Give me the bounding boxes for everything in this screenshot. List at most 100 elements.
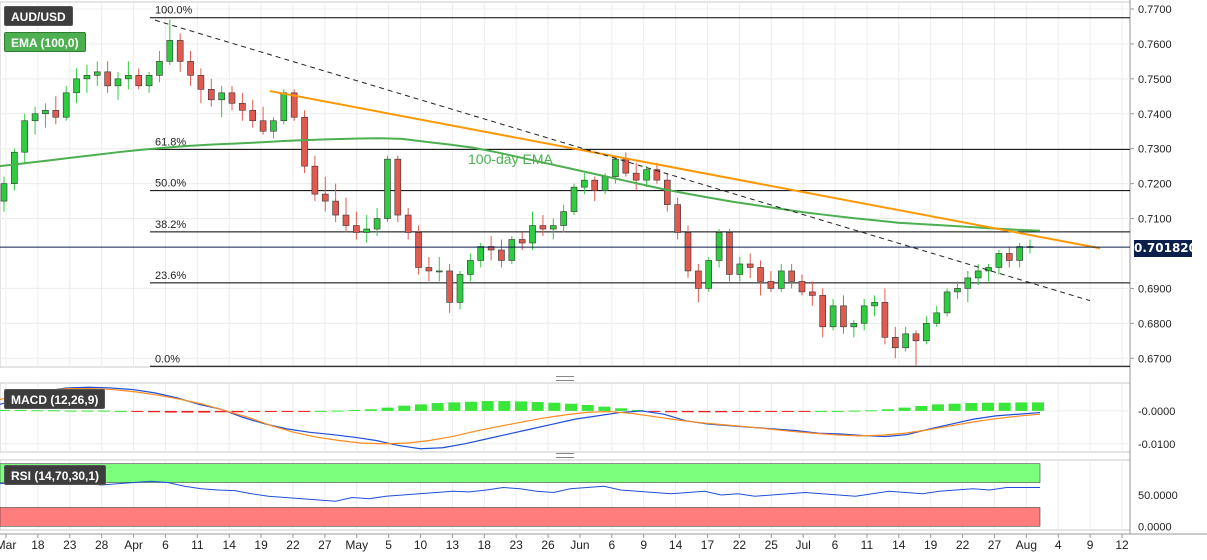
bull-candle: [467, 260, 474, 275]
x-tick-label: Aug: [1016, 538, 1037, 552]
x-tick-label: 22: [733, 538, 747, 552]
x-tick-label: 6: [162, 538, 169, 552]
macd-hist-positive: [848, 410, 861, 412]
ema-badge[interactable]: EMA (100,0): [4, 32, 86, 52]
bull-candle: [850, 323, 858, 328]
x-tick-label: 5: [385, 538, 392, 552]
bear-candle: [259, 120, 267, 132]
bear-candle: [539, 225, 547, 230]
bear-candle: [746, 263, 754, 268]
macd-hist-positive: [98, 410, 111, 412]
bull-candle: [145, 75, 153, 87]
rsi-oversold-zone: [0, 507, 1041, 527]
rsi-pane-resize-handle[interactable]: [556, 453, 574, 458]
macd-hist-positive: [948, 403, 961, 411]
bull-candle: [964, 277, 972, 289]
macd-hist-positive: [831, 410, 844, 412]
bear-candle: [788, 270, 795, 282]
macd-hist-negative: [164, 410, 177, 413]
bear-candle: [819, 295, 827, 328]
x-tick-label: 6: [608, 538, 615, 552]
bull-candle: [715, 232, 723, 261]
y-tick-label: 0.7400: [1138, 109, 1172, 121]
bull-candle: [280, 92, 288, 122]
macd-hist-negative: [681, 410, 694, 413]
x-tick-label: 27: [988, 538, 1002, 552]
bear-candle: [290, 92, 298, 118]
fib-level-label: 61.8%: [155, 136, 186, 148]
macd-hist-positive: [915, 406, 928, 411]
symbol-badge[interactable]: AUD/USD: [4, 6, 73, 26]
bear-candle: [187, 61, 194, 76]
macd-badge[interactable]: MACD (12,26,9): [4, 389, 106, 409]
x-tick-label: 26: [541, 538, 555, 552]
macd-hist-positive: [398, 405, 411, 411]
x-tick-label: 18: [478, 538, 492, 552]
fib-level-label: 0.0%: [155, 353, 180, 365]
bull-candle: [166, 40, 174, 62]
rsi-y-tick-label: 50.0000: [1138, 490, 1178, 502]
bear-candle: [632, 172, 640, 181]
macd-hist-positive: [998, 402, 1011, 411]
macd-hist-negative: [181, 410, 194, 413]
bull-candle: [529, 225, 536, 244]
bear-candle: [663, 179, 671, 205]
macd-hist-positive: [481, 401, 494, 411]
bull-candle: [705, 260, 713, 289]
bear-candle: [674, 204, 681, 233]
bear-candle: [591, 179, 599, 191]
bull-candle: [93, 71, 101, 76]
macd-hist-positive: [1015, 402, 1028, 411]
x-tick-label: 14: [223, 538, 237, 552]
macd-hist-positive: [414, 404, 427, 411]
x-tick-label: 9: [1087, 538, 1094, 552]
y-tick-label: 0.6900: [1138, 283, 1172, 295]
macd-hist-positive: [631, 409, 644, 411]
ema-100-line: [0, 137, 1041, 232]
macd-hist-negative: [264, 410, 277, 412]
macd-hist-positive: [881, 409, 894, 411]
macd-hist-positive: [898, 407, 911, 411]
fib-level-label: 23.6%: [155, 270, 186, 282]
bull-candle: [736, 263, 744, 275]
macd-pane-resize-handle[interactable]: [556, 376, 574, 381]
bear-candle: [311, 165, 319, 195]
x-tick-label: 12: [1115, 538, 1129, 552]
macd-hist-negative: [798, 410, 811, 412]
bull-candle: [435, 270, 443, 273]
bear-candle: [446, 270, 453, 303]
bull-candle: [0, 183, 8, 202]
bull-candle: [477, 246, 485, 261]
bear-candle: [301, 116, 308, 167]
macd-hist-positive: [498, 401, 511, 411]
macd-hist-positive: [331, 410, 344, 412]
last-price-tag: 0.701820: [1134, 240, 1198, 257]
bear-candle: [332, 200, 339, 216]
x-tick-label: 28: [95, 538, 109, 552]
x-tick-label: 10: [414, 538, 428, 552]
macd-y-tick-label: -0.0000: [1138, 406, 1175, 418]
resistance-trendline: [269, 90, 1101, 250]
rsi-y-tick-label: 0.0000: [1138, 521, 1172, 533]
y-tick-label: 0.6700: [1138, 353, 1172, 365]
macd-hist-positive: [348, 409, 361, 411]
bear-candle: [342, 214, 350, 226]
bear-candle: [767, 281, 775, 289]
bull-candle: [612, 158, 619, 177]
rsi-badge[interactable]: RSI (14,70,30,1): [4, 465, 107, 485]
rsi-overbought-zone: [0, 463, 1041, 483]
macd-hist-positive: [981, 402, 994, 411]
bull-candle: [933, 312, 941, 324]
x-tick-label: 19: [924, 538, 938, 552]
x-tick-label: 19: [254, 538, 268, 552]
y-tick-label: 0.7600: [1138, 39, 1172, 51]
bull-candle: [560, 211, 567, 226]
macd-hist-negative: [281, 410, 294, 412]
macd-hist-negative: [148, 410, 161, 413]
y-tick-label: 0.7300: [1138, 144, 1172, 156]
macd-hist-positive: [381, 407, 394, 411]
bear-candle: [1005, 253, 1013, 261]
macd-hist-positive: [565, 403, 578, 411]
